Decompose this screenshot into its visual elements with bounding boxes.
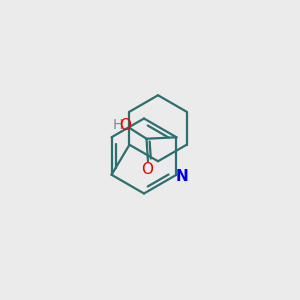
Text: N: N xyxy=(175,169,188,184)
Text: O: O xyxy=(119,118,131,133)
Text: H: H xyxy=(112,118,123,132)
Text: O: O xyxy=(141,162,153,177)
